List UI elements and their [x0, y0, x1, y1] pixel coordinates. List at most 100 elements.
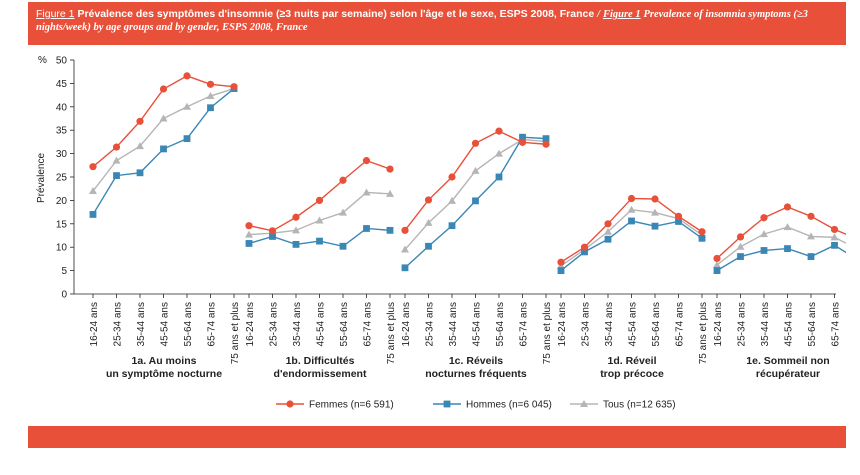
panel-label: 1b. Difficultés: [286, 355, 355, 367]
y-tick-label: 20: [56, 196, 68, 207]
data-point-hommes: [183, 135, 191, 143]
data-point-hommes: [581, 248, 588, 256]
data-point-femmes: [315, 196, 324, 204]
data-point-femmes: [674, 212, 683, 220]
data-point-femmes: [424, 196, 433, 204]
data-point-tous: [783, 223, 792, 231]
x-tick-label: 25-34 ans: [113, 302, 124, 346]
data-point-femmes: [230, 83, 238, 91]
figure-label-en[interactable]: Figure 1: [602, 9, 641, 20]
panel-label: récupérateur: [756, 368, 820, 380]
data-point-hommes: [292, 240, 300, 248]
figure-label-fr[interactable]: Figure 1: [36, 8, 75, 20]
figure-title: Figure 1 Prévalence des symptômes d'inso…: [36, 8, 836, 34]
data-point-hommes: [363, 225, 370, 232]
data-point-hommes: [831, 241, 838, 249]
data-point-femmes: [286, 400, 294, 408]
x-tick-label: 35-44 ans: [760, 302, 771, 346]
data-point-femmes: [268, 227, 277, 235]
x-tick-label: 75 ans et plus: [542, 302, 553, 364]
panel-label: nocturnes fréquents: [425, 368, 527, 380]
data-point-femmes: [386, 165, 394, 173]
data-point-femmes: [760, 214, 768, 222]
y-tick-label: 45: [56, 79, 68, 90]
figure-footer-bar: [28, 426, 846, 448]
data-point-femmes: [401, 226, 409, 234]
figure-panel: Figure 1 Prévalence des symptômes d'inso…: [28, 2, 846, 450]
y-tick-label: 30: [56, 149, 68, 160]
panel-label: 1e. Sommeil non: [746, 355, 829, 367]
data-point-femmes: [713, 254, 721, 263]
data-point-tous: [386, 189, 394, 197]
x-tick-label: 65-74 ans: [363, 302, 374, 346]
y-tick-label: 40: [56, 102, 68, 113]
x-tick-label: 75 ans et plus: [698, 302, 709, 364]
title-separator: /: [597, 9, 601, 20]
data-point-tous: [713, 260, 721, 268]
x-tick-label: 35-44 ans: [448, 302, 459, 346]
x-tick-label: 16-24 ans: [713, 302, 724, 346]
x-tick-label: 55-64 ans: [651, 302, 662, 346]
data-point-femmes: [542, 140, 550, 148]
data-point-femmes: [112, 143, 121, 151]
data-point-femmes: [783, 203, 792, 211]
data-point-tous: [651, 208, 659, 216]
figure-title-en: Prevalence of insomnia symptoms (≥3 nigh…: [36, 9, 808, 33]
data-point-hommes: [443, 400, 451, 408]
x-tick-label: 65-74 ans: [831, 302, 842, 346]
data-point-tous: [401, 245, 409, 253]
data-point-tous: [424, 218, 433, 226]
chart: 0 5 10 15 20 25 30 35 40 45 50% Prévalence 16-24 ans…: [36, 55, 846, 411]
x-tick-label: 16-24 ans: [245, 302, 256, 346]
panel-label: 1a. Au moins: [132, 355, 197, 367]
x-tick-label: 35-44 ans: [292, 302, 303, 346]
data-point-femmes: [183, 72, 191, 80]
x-tick-label: 16-24 ans: [401, 302, 412, 346]
data-point-femmes: [557, 258, 565, 266]
x-tick-label: 65-74 ans: [207, 302, 218, 346]
x-tick-label: 55-64 ans: [339, 302, 350, 346]
data-point-femmes: [518, 138, 527, 146]
x-tick-label: 25-34 ans: [737, 302, 748, 346]
data-point-hommes: [698, 234, 706, 242]
data-point-tous: [112, 156, 121, 164]
data-point-hommes: [737, 253, 744, 260]
figure-title-fr: Prévalence des symptômes d'insomnie (≥3 …: [77, 8, 595, 20]
data-point-hommes: [713, 267, 721, 274]
legend-label-femmes: Femmes (n=6 591): [309, 400, 394, 411]
data-point-femmes: [136, 117, 144, 125]
data-point-femmes: [159, 85, 168, 93]
y-tick-label: 25: [56, 173, 68, 184]
data-point-femmes: [339, 176, 347, 184]
data-point-femmes: [736, 233, 745, 241]
data-point-tous: [830, 233, 839, 241]
data-point-tous: [495, 149, 503, 157]
panel-label: 1c. Réveils: [449, 355, 503, 367]
data-point-hommes: [401, 264, 409, 272]
x-tick-label: 16-24 ans: [557, 302, 568, 346]
x-tick-label: 45-54 ans: [160, 302, 171, 346]
y-tick-label: 5: [61, 266, 67, 277]
data-point-femmes: [292, 213, 300, 221]
y-tick-label: 10: [56, 243, 68, 254]
figure-title-bar: Figure 1 Prévalence des symptômes d'inso…: [28, 2, 846, 45]
x-tick-label: 45-54 ans: [472, 302, 483, 346]
data-point-femmes: [830, 225, 839, 234]
x-tick-label: 25-34 ans: [581, 302, 592, 346]
x-tick-label: 45-54 ans: [316, 302, 327, 346]
data-point-hommes: [316, 237, 323, 245]
data-point-hommes: [245, 240, 253, 247]
data-point-hommes: [160, 145, 167, 153]
x-tick-label: 55-64 ans: [807, 302, 818, 346]
panel-label: d'endormissement: [274, 368, 367, 380]
x-tick-label: 25-34 ans: [269, 302, 280, 346]
x-tick-label: 45-54 ans: [784, 302, 795, 346]
data-point-femmes: [651, 195, 659, 203]
data-point-tous: [315, 216, 324, 224]
data-point-tous: [206, 92, 215, 100]
data-point-femmes: [362, 157, 371, 165]
data-point-hommes: [557, 267, 565, 274]
data-point-femmes: [807, 212, 815, 220]
series-line-tous: [404, 138, 547, 251]
x-tick-label: 55-64 ans: [183, 302, 194, 346]
